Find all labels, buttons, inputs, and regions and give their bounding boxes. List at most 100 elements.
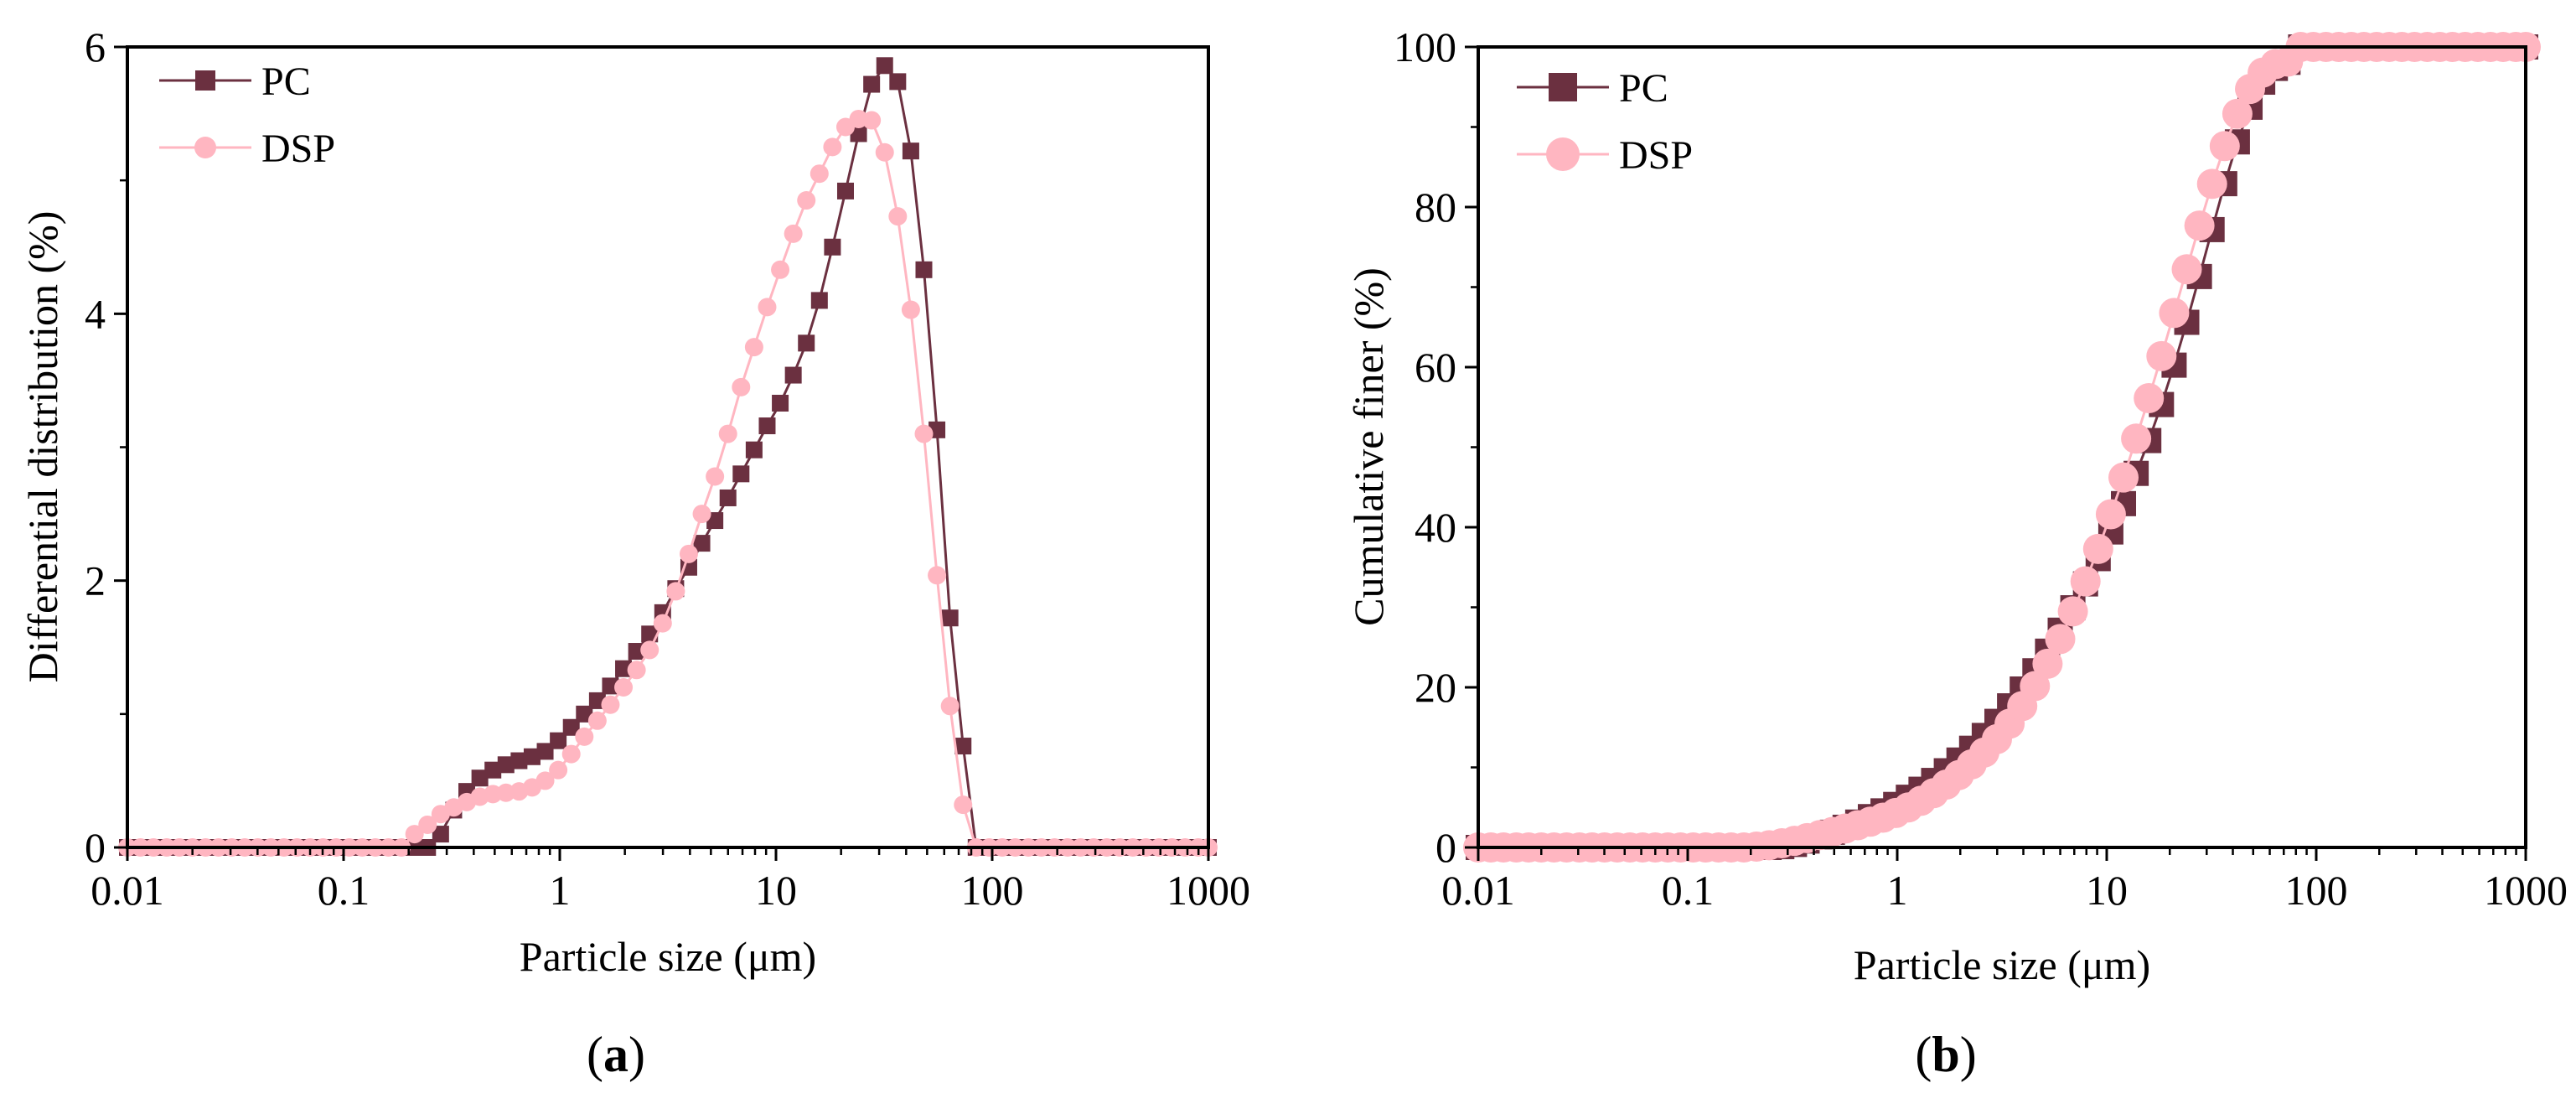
data-point-pc bbox=[562, 718, 580, 736]
panel-b: 0.01 0.1 1 10 100 1000 0 20 40 60 80 100 Particle s… bbox=[1345, 23, 2568, 1082]
x-tick-label: 0.01 bbox=[91, 867, 164, 914]
data-point-pc bbox=[536, 743, 554, 760]
data-point-dsp bbox=[692, 505, 711, 524]
data-point-pc bbox=[798, 334, 815, 352]
data-point-dsp bbox=[2171, 254, 2202, 285]
x-tick-label: 0.1 bbox=[1662, 867, 1715, 914]
data-point-dsp bbox=[928, 566, 947, 585]
data-point-pc bbox=[471, 769, 489, 787]
data-point-dsp bbox=[954, 795, 973, 815]
data-point-dsp bbox=[940, 697, 960, 716]
data-point-dsp bbox=[575, 727, 594, 746]
panel-a-series-pc bbox=[119, 57, 1217, 856]
data-point-pc bbox=[836, 182, 854, 199]
data-point-pc bbox=[602, 677, 619, 695]
panel-b-xlabel: Particle size (μm) bbox=[1854, 941, 2150, 988]
x-tick-label: 100 bbox=[961, 867, 1024, 914]
data-point-dsp bbox=[2184, 210, 2215, 241]
data-point-pc bbox=[902, 142, 919, 160]
series-line-pc bbox=[127, 63, 1208, 849]
y-tick-label: 20 bbox=[1415, 664, 1456, 711]
y-tick-label: 0 bbox=[1435, 824, 1456, 871]
data-point-dsp bbox=[601, 695, 620, 714]
data-point-dsp bbox=[2196, 168, 2227, 199]
data-point-dsp bbox=[2045, 624, 2076, 655]
data-point-dsp bbox=[640, 640, 660, 660]
data-point-dsp bbox=[771, 260, 790, 279]
x-tick-label: 1 bbox=[1887, 867, 1908, 914]
data-point-pc bbox=[641, 625, 659, 643]
data-point-pc bbox=[876, 57, 893, 75]
y-tick-label: 2 bbox=[85, 557, 106, 604]
legend-label-pc: PC bbox=[1619, 66, 1668, 111]
data-point-dsp bbox=[797, 191, 816, 210]
data-point-dsp bbox=[810, 164, 829, 184]
legend-label-pc: PC bbox=[261, 60, 311, 104]
panel-b-label-letter: b bbox=[1932, 1027, 1959, 1082]
legend-label-dsp: DSP bbox=[261, 127, 335, 171]
x-tick-label: 1000 bbox=[1166, 867, 1250, 914]
panel-a-ticks: 0.01 0.1 1 10 100 1000 0 2 4 6 bbox=[85, 23, 1250, 914]
panel-a-series-dsp bbox=[118, 109, 1218, 857]
y-tick-label: 6 bbox=[85, 23, 106, 70]
data-point-pc bbox=[693, 535, 711, 552]
data-point-pc bbox=[497, 756, 515, 774]
data-point-pc bbox=[889, 73, 907, 91]
data-point-pc bbox=[758, 417, 776, 435]
panel-a: 0.01 0.1 1 10 100 1000 0 2 4 6 Particle size (μm)… bbox=[19, 23, 1250, 1082]
data-point-dsp bbox=[535, 771, 555, 790]
panel-b-label: (b) bbox=[1915, 1027, 1976, 1082]
panel-b-legend: PC DSP bbox=[1517, 66, 1693, 178]
data-point-dsp bbox=[875, 142, 894, 162]
legend-marker-pc bbox=[1549, 73, 1577, 101]
data-point-pc bbox=[432, 826, 449, 843]
data-point-dsp bbox=[2070, 566, 2101, 597]
x-tick-label: 100 bbox=[2285, 867, 2348, 914]
data-point-dsp bbox=[614, 678, 634, 697]
data-point-dsp bbox=[2082, 533, 2113, 564]
data-point-pc bbox=[550, 732, 567, 749]
y-tick-label: 40 bbox=[1415, 504, 1456, 551]
data-point-dsp bbox=[2095, 499, 2126, 530]
data-point-pc bbox=[719, 489, 737, 506]
panel-b-ticks: 0.01 0.1 1 10 100 1000 0 20 40 60 80 100 bbox=[1394, 23, 2568, 914]
legend-label-dsp: DSP bbox=[1619, 133, 1693, 178]
y-tick-label: 4 bbox=[85, 290, 106, 337]
panel-a-legend: PC DSP bbox=[159, 60, 335, 171]
x-tick-label: 10 bbox=[2086, 867, 2128, 914]
data-point-pc bbox=[745, 441, 763, 459]
y-tick-label: 60 bbox=[1415, 344, 1456, 391]
data-point-pc bbox=[523, 748, 541, 765]
data-point-pc bbox=[954, 738, 972, 755]
x-tick-label: 0.1 bbox=[318, 867, 370, 914]
data-point-dsp bbox=[2020, 671, 2051, 702]
panel-a-label-letter: a bbox=[603, 1027, 628, 1082]
data-point-dsp bbox=[2057, 596, 2088, 627]
data-point-dsp bbox=[666, 582, 685, 601]
x-tick-label: 1000 bbox=[2484, 867, 2568, 914]
data-point-dsp bbox=[823, 137, 842, 157]
data-point-dsp bbox=[2159, 298, 2190, 329]
series-line-dsp bbox=[127, 117, 1208, 849]
data-point-dsp bbox=[744, 338, 763, 357]
data-point-pc bbox=[863, 75, 881, 93]
y-tick-label: 0 bbox=[85, 824, 106, 871]
data-point-dsp bbox=[784, 224, 803, 243]
data-point-dsp bbox=[627, 661, 646, 680]
data-point-dsp bbox=[862, 111, 882, 130]
data-point-pc bbox=[784, 366, 802, 384]
panel-a-xlabel: Particle size (μm) bbox=[520, 933, 816, 980]
data-point-dsp bbox=[2108, 462, 2139, 493]
data-point-pc bbox=[810, 292, 828, 309]
data-point-pc bbox=[484, 761, 502, 779]
data-point-dsp bbox=[888, 207, 908, 226]
panel-a-ylabel: Differential distribution (%) bbox=[19, 211, 66, 683]
data-point-dsp bbox=[914, 424, 934, 443]
x-tick-label: 1 bbox=[550, 867, 571, 914]
panel-a-label: (a) bbox=[587, 1027, 645, 1082]
data-point-pc bbox=[628, 643, 645, 661]
data-point-dsp bbox=[718, 424, 737, 443]
data-point-dsp bbox=[732, 377, 751, 396]
data-point-pc bbox=[941, 609, 959, 627]
